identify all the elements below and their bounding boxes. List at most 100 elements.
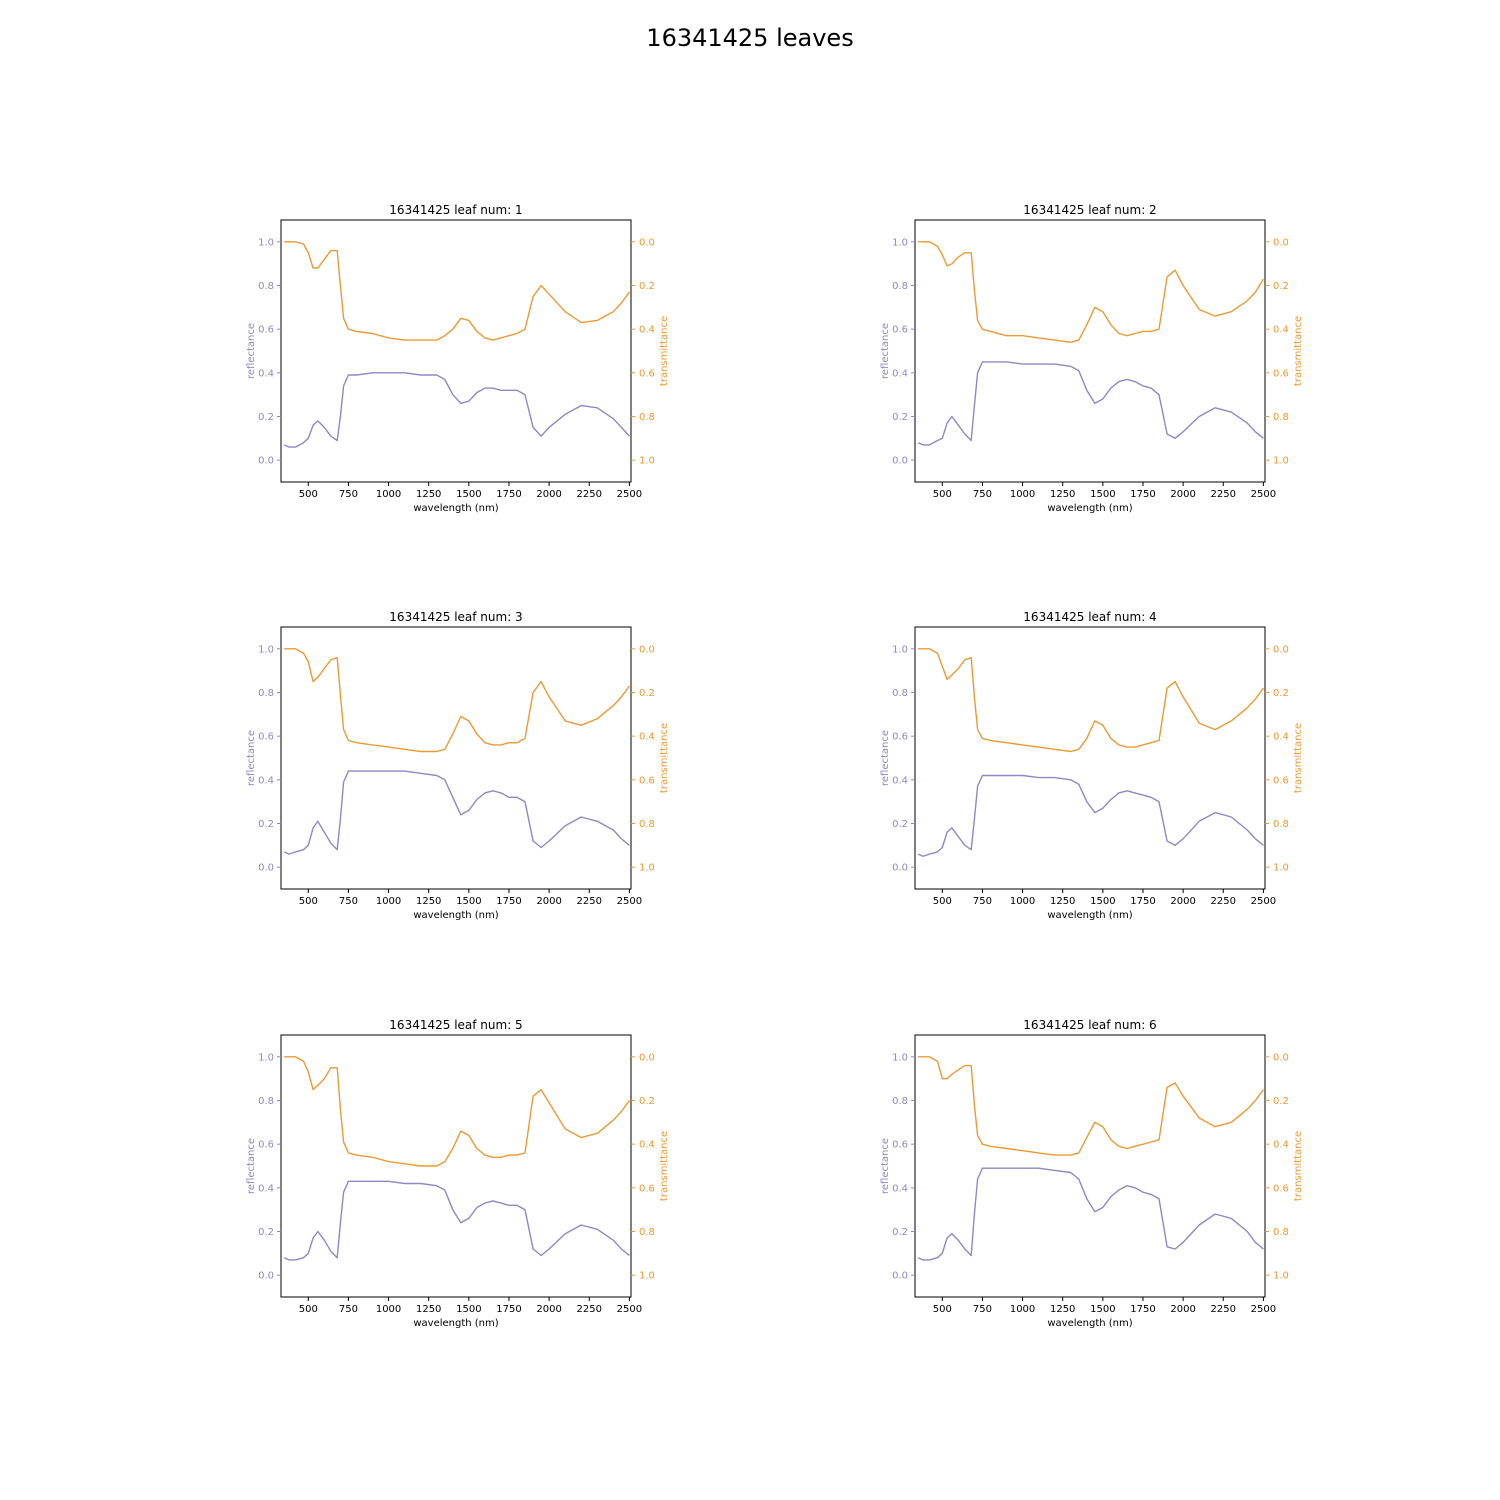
series-line-reflectance: [917, 361, 1264, 446]
figure-title: 16341425 leaves: [646, 24, 854, 52]
y2-tick-label: 0.2: [639, 281, 655, 292]
y-tick-label: 0.2: [892, 412, 908, 423]
y-axis-label: reflectance: [246, 1138, 257, 1194]
y2-tick-label: 0.2: [639, 1096, 655, 1107]
chart-panel-6: 16341425 leaf num: 6 500 750 1000 1250 1500 17…: [880, 1018, 1304, 1329]
y-tick-label: 0.6: [892, 325, 908, 336]
x-tick-label: 2000: [536, 1304, 561, 1315]
x-tick-label: 2250: [577, 1304, 602, 1315]
x-tick-label: 2250: [1211, 489, 1236, 500]
y-tick-label: 0.2: [258, 1227, 274, 1238]
axes-frame: [914, 1034, 1266, 1298]
x-tick-label: 2500: [1251, 1304, 1276, 1315]
x-axis-label: wavelength (nm): [1047, 910, 1132, 921]
panel-title: 16341425 leaf num: 5: [389, 1018, 522, 1032]
x-tick-label: 1000: [1010, 896, 1035, 907]
x-tick-label: 1250: [1050, 896, 1075, 907]
panel-title: 16341425 leaf num: 3: [389, 610, 522, 624]
y2-tick-label: 0.2: [639, 688, 655, 699]
y2-tick-label: 0.2: [1273, 281, 1289, 292]
x-tick-label: 1250: [1050, 1304, 1075, 1315]
series-line-transmittance: [284, 648, 630, 753]
y2-tick-label: 0.4: [1273, 1140, 1289, 1151]
x-tick-label: 1750: [1130, 896, 1155, 907]
x-tick-label: 1000: [1010, 1304, 1035, 1315]
axes-frame: [914, 626, 1266, 890]
x-tick-label: 2000: [1170, 896, 1195, 907]
y-tick-label: 0.0: [258, 863, 274, 874]
y2-axis-label: transmittance: [659, 1131, 670, 1201]
axes-frame: [280, 219, 632, 483]
y2-tick-label: 0.8: [639, 1227, 655, 1238]
x-tick-label: 2250: [577, 489, 602, 500]
y2-tick-label: 0.4: [639, 732, 655, 743]
y-tick-label: 0.8: [258, 281, 274, 292]
y-tick-label: 0.0: [892, 456, 908, 467]
x-tick-label: 1250: [416, 896, 441, 907]
y2-tick-label: 0.8: [639, 819, 655, 830]
y-tick-label: 0.0: [258, 1271, 274, 1282]
x-tick-label: 2500: [617, 896, 642, 907]
series-line-reflectance: [917, 774, 1264, 857]
x-tick-label: 1250: [1050, 489, 1075, 500]
y2-tick-label: 0.6: [639, 775, 655, 786]
y2-tick-label: 1.0: [1273, 863, 1289, 874]
series-line-reflectance: [283, 770, 630, 855]
x-tick-label: 500: [299, 1304, 318, 1315]
chart-panel-5: 16341425 leaf num: 5 500 750 1000 1250 1500 17…: [246, 1018, 670, 1329]
x-axis-label: wavelength (nm): [413, 503, 498, 514]
chart-panel-3: 16341425 leaf num: 3 500 750 1000 1250 1500 17…: [246, 610, 670, 921]
y-axis-label: reflectance: [880, 730, 891, 786]
panel-title: 16341425 leaf num: 2: [1023, 203, 1156, 217]
x-tick-label: 1250: [416, 489, 441, 500]
x-tick-label: 1750: [1130, 489, 1155, 500]
y-tick-label: 0.2: [892, 1227, 908, 1238]
y2-tick-label: 0.4: [639, 1140, 655, 1151]
x-tick-label: 750: [973, 489, 992, 500]
y-tick-label: 0.0: [258, 456, 274, 467]
y2-tick-label: 0.2: [1273, 688, 1289, 699]
x-tick-label: 1500: [1090, 1304, 1115, 1315]
x-tick-label: 1750: [496, 896, 521, 907]
y2-tick-label: 0.0: [1273, 1052, 1289, 1063]
y-tick-label: 0.8: [258, 688, 274, 699]
y-tick-label: 0.2: [258, 412, 274, 423]
y2-tick-label: 0.8: [1273, 412, 1289, 423]
y2-tick-label: 0.2: [1273, 1096, 1289, 1107]
y2-axis-label: transmittance: [1293, 723, 1304, 793]
series-line-reflectance: [283, 372, 630, 448]
axes-frame: [914, 219, 1266, 483]
y2-tick-label: 0.0: [1273, 644, 1289, 655]
x-tick-label: 2000: [1170, 1304, 1195, 1315]
y2-tick-label: 0.4: [1273, 732, 1289, 743]
y-tick-label: 0.6: [258, 325, 274, 336]
x-tick-label: 2000: [536, 896, 561, 907]
y-tick-label: 1.0: [892, 1052, 908, 1063]
y2-tick-label: 0.6: [1273, 1183, 1289, 1194]
x-axis-label: wavelength (nm): [1047, 503, 1132, 514]
series-line-transmittance: [918, 1056, 1264, 1156]
y-tick-label: 1.0: [258, 644, 274, 655]
x-tick-label: 500: [299, 489, 318, 500]
y2-tick-label: 0.0: [1273, 237, 1289, 248]
x-tick-label: 1000: [376, 1304, 401, 1315]
y2-tick-label: 1.0: [639, 863, 655, 874]
series-line-transmittance: [284, 1056, 630, 1167]
y-tick-label: 0.8: [892, 1096, 908, 1107]
x-tick-label: 2500: [617, 489, 642, 500]
y2-axis-label: transmittance: [1293, 1131, 1304, 1201]
y-tick-label: 0.4: [258, 368, 274, 379]
x-tick-label: 2000: [536, 489, 561, 500]
y2-axis-label: transmittance: [1293, 316, 1304, 386]
y-tick-label: 0.2: [892, 819, 908, 830]
y2-tick-label: 0.8: [1273, 819, 1289, 830]
series-line-transmittance: [918, 241, 1264, 343]
series-line-transmittance: [284, 241, 630, 341]
y2-tick-label: 1.0: [639, 1271, 655, 1282]
x-tick-label: 2250: [1211, 896, 1236, 907]
x-tick-label: 1000: [1010, 489, 1035, 500]
y-tick-label: 0.2: [258, 819, 274, 830]
y-tick-label: 0.0: [892, 863, 908, 874]
y-tick-label: 0.6: [258, 1140, 274, 1151]
